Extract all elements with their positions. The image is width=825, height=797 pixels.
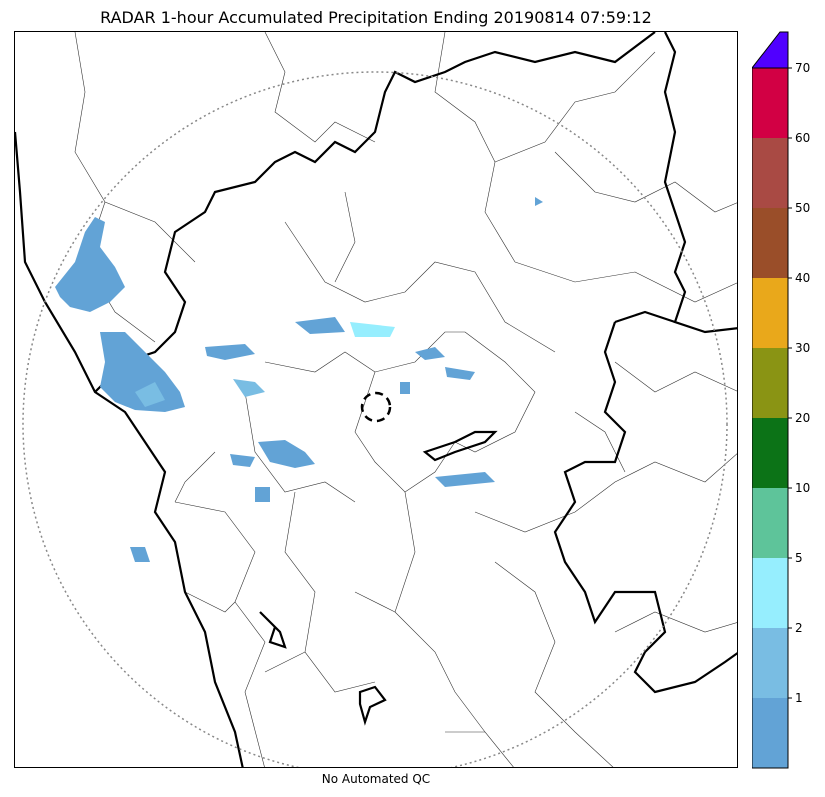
colorbar-tick-label: 1	[795, 691, 803, 705]
precipitation-cells	[55, 197, 543, 562]
radar-site-marker	[360, 391, 392, 423]
colorbar-bin	[752, 558, 788, 628]
colorbar-bin	[752, 208, 788, 278]
colorbar-tick-label: 40	[795, 271, 810, 285]
colorbar-bin	[752, 628, 788, 698]
colorbar-tick-label: 5	[795, 551, 803, 565]
qc-status: No Automated QC	[321, 772, 431, 786]
radar-map[interactable]	[14, 31, 738, 768]
colorbar-bin	[752, 348, 788, 418]
colorbar-tick-label: 10	[795, 481, 810, 495]
colorbar-overflow-triangle	[752, 31, 789, 69]
colorbar-bin	[752, 698, 788, 768]
colorbar-bin	[752, 68, 788, 138]
colorbar-bin	[752, 418, 788, 488]
colorbar-tick-label: 2	[795, 621, 803, 635]
colorbar-tick-label: 20	[795, 411, 810, 425]
colorbar-bin	[752, 278, 788, 348]
map-canvas	[15, 32, 737, 767]
colorbar-bin	[752, 488, 788, 558]
colorbar-tick-label: 60	[795, 131, 810, 145]
precipitation-colorbar: 1 2 5 10 20 30 40 50 60 70	[752, 31, 810, 769]
map-title: RADAR 1-hour Accumulated Precipitation E…	[100, 8, 652, 27]
colorbar-tick-label: 70	[795, 61, 810, 75]
colorbar-tick-label: 50	[795, 201, 810, 215]
colorbar-bin	[752, 138, 788, 208]
district-boundaries	[74, 32, 737, 767]
state-boundaries	[15, 32, 737, 767]
colorbar-tick-label: 30	[795, 341, 810, 355]
range-ring	[22, 71, 728, 767]
